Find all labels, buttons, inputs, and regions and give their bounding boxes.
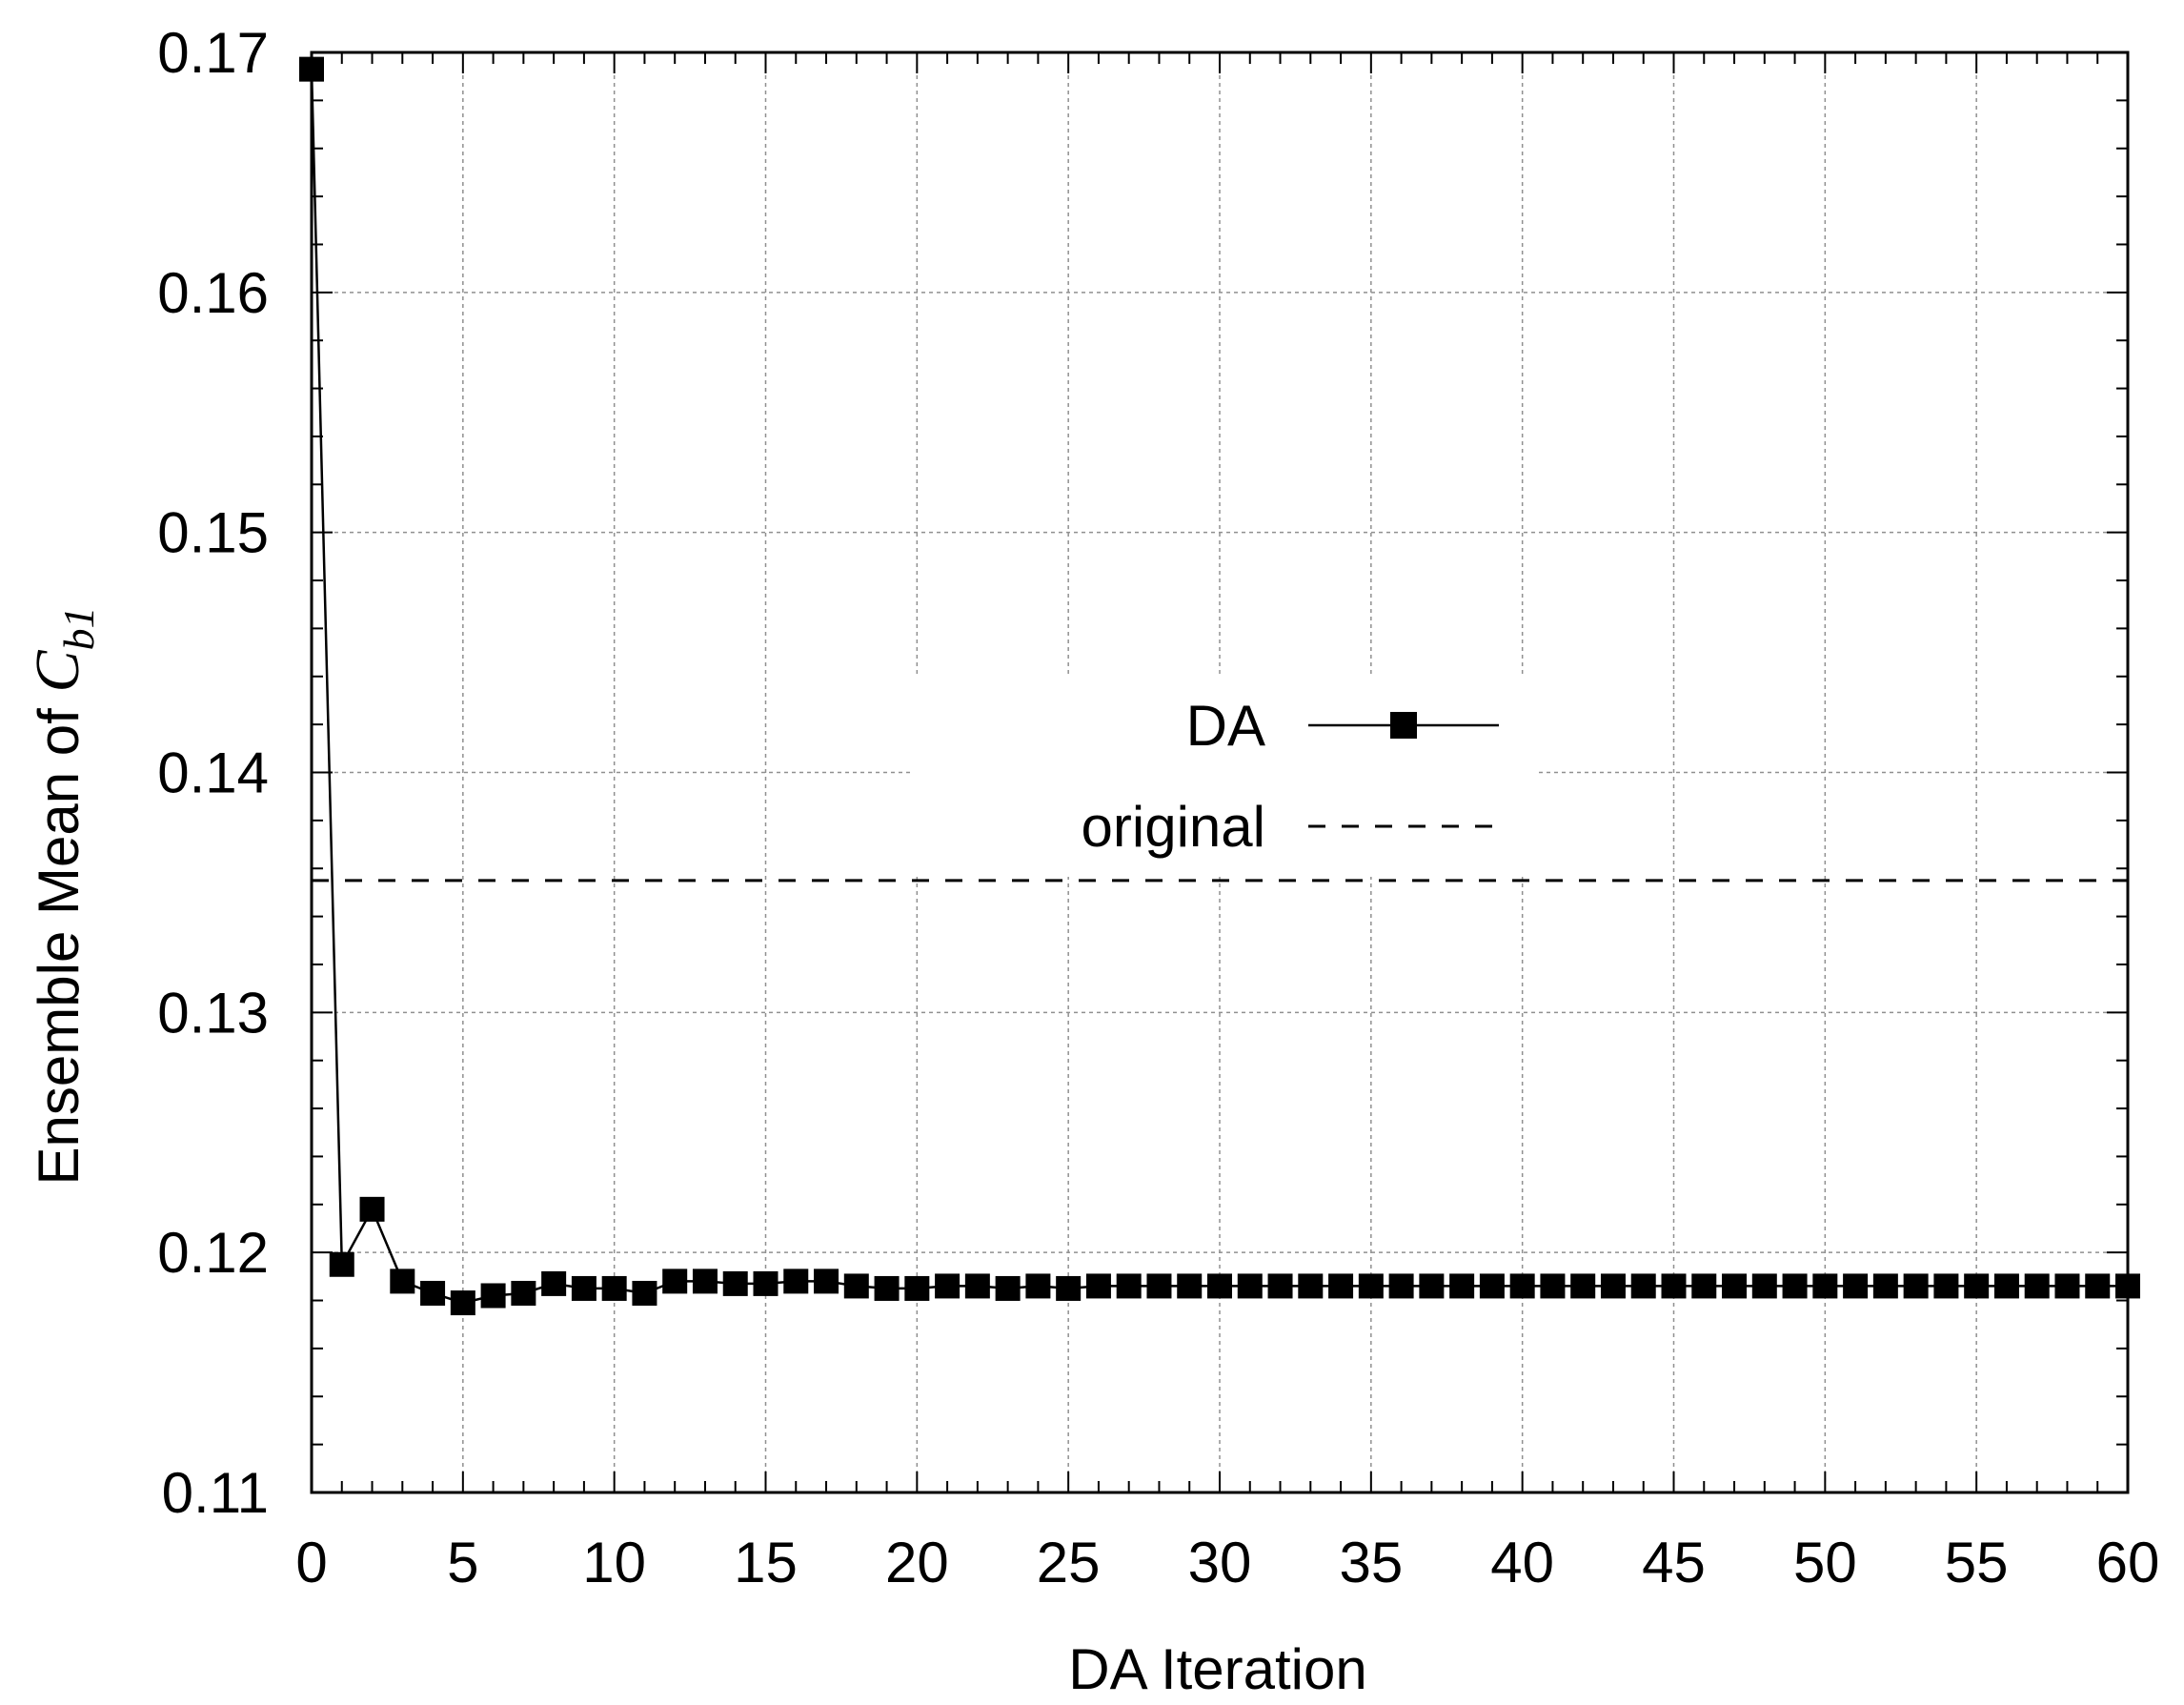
da-marker: [1025, 1273, 1051, 1299]
da-marker: [722, 1270, 748, 1296]
y-tick-label: 0.15: [157, 501, 269, 565]
x-tick-label: 0: [295, 1531, 327, 1594]
da-marker: [1600, 1273, 1626, 1299]
da-marker: [1267, 1273, 1293, 1299]
da-marker: [1509, 1273, 1535, 1299]
da-marker: [1085, 1273, 1111, 1299]
da-marker: [1237, 1273, 1263, 1299]
x-tick-label: 25: [1037, 1531, 1101, 1594]
legend-marker-da: [1390, 712, 1417, 739]
da-marker: [1358, 1273, 1384, 1299]
x-tick-label: 60: [2096, 1531, 2160, 1594]
da-marker: [601, 1275, 627, 1301]
da-marker: [2054, 1273, 2080, 1299]
da-marker: [1540, 1273, 1566, 1299]
da-marker: [814, 1269, 839, 1294]
da-marker: [511, 1280, 536, 1306]
legend: DA original: [910, 677, 1539, 877]
da-marker: [1479, 1273, 1505, 1299]
da-marker: [1964, 1273, 1990, 1299]
da-marker: [1933, 1273, 1959, 1299]
da-marker: [1207, 1273, 1232, 1299]
da-marker: [1782, 1273, 1808, 1299]
x-tick-label: 35: [1339, 1531, 1403, 1594]
da-marker: [843, 1273, 869, 1299]
da-marker: [450, 1290, 475, 1316]
y-tick-label: 0.17: [157, 21, 269, 85]
da-marker: [1116, 1273, 1142, 1299]
da-marker: [541, 1270, 567, 1296]
da-marker: [1812, 1273, 1838, 1299]
y-tick-label: 0.11: [162, 1461, 269, 1525]
tick-labels: 0 5 10 15 20 25 30 35 40 45 50 55 60 0.11 0.12 0.13 0.14…: [157, 21, 2159, 1594]
da-series: [299, 56, 2140, 1316]
da-marker: [359, 1196, 385, 1222]
da-marker: [964, 1273, 990, 1299]
da-marker: [632, 1280, 657, 1306]
y-axis-title-subscript: b1: [54, 607, 103, 651]
da-marker: [2024, 1273, 2050, 1299]
da-marker: [420, 1280, 446, 1306]
da-marker: [1328, 1273, 1354, 1299]
da-marker: [1146, 1273, 1172, 1299]
da-marker: [1449, 1273, 1475, 1299]
da-marker: [874, 1275, 900, 1301]
da-marker: [995, 1275, 1021, 1301]
da-marker: [1903, 1273, 1929, 1299]
y-tick-label: 0.16: [157, 261, 269, 325]
y-tick-label: 0.14: [157, 741, 269, 805]
da-marker: [390, 1269, 415, 1294]
da-marker: [1661, 1273, 1687, 1299]
x-tick-label: 40: [1490, 1531, 1554, 1594]
da-marker: [783, 1269, 809, 1294]
da-marker: [1751, 1273, 1777, 1299]
y-axis-title: Ensemble Mean of Cb1: [23, 607, 103, 1186]
x-axis-title: DA Iteration: [1068, 1637, 1367, 1701]
y-tick-label: 0.12: [157, 1221, 269, 1285]
x-tick-label: 15: [734, 1531, 798, 1594]
x-tick-label: 10: [582, 1531, 646, 1594]
da-marker: [1388, 1273, 1414, 1299]
da-marker: [1298, 1273, 1324, 1299]
y-tick-label: 0.13: [157, 981, 269, 1045]
da-marker: [1177, 1273, 1203, 1299]
da-marker: [1993, 1273, 2019, 1299]
y-axis-title-symbol: C: [23, 650, 92, 693]
da-marker: [935, 1273, 961, 1299]
da-marker: [904, 1275, 930, 1301]
x-tick-label: 20: [885, 1531, 949, 1594]
x-tick-label: 5: [447, 1531, 478, 1594]
axes: [310, 51, 2130, 1494]
da-marker: [1691, 1273, 1717, 1299]
legend-label-original: original: [1082, 795, 1265, 859]
da-marker: [1570, 1273, 1596, 1299]
da-marker: [1056, 1275, 1082, 1301]
da-marker: [662, 1269, 688, 1294]
x-tick-label: 55: [1945, 1531, 2009, 1594]
x-tick-label: 30: [1188, 1531, 1252, 1594]
da-marker: [753, 1270, 779, 1296]
y-axis-title-prefix: Ensemble Mean of: [27, 693, 91, 1186]
da-marker: [1872, 1273, 1898, 1299]
x-tick-label: 50: [1793, 1531, 1857, 1594]
da-marker: [571, 1275, 597, 1301]
da-marker: [692, 1269, 718, 1294]
x-tick-label: 45: [1642, 1531, 1706, 1594]
da-marker: [1722, 1273, 1748, 1299]
da-marker: [1419, 1273, 1445, 1299]
da-marker: [2085, 1273, 2111, 1299]
legend-label-da: DA: [1186, 694, 1265, 758]
da-marker: [480, 1283, 506, 1309]
da-marker: [1843, 1273, 1869, 1299]
da-marker: [329, 1251, 354, 1277]
da-marker: [1630, 1273, 1656, 1299]
legend-box: [910, 677, 1539, 877]
